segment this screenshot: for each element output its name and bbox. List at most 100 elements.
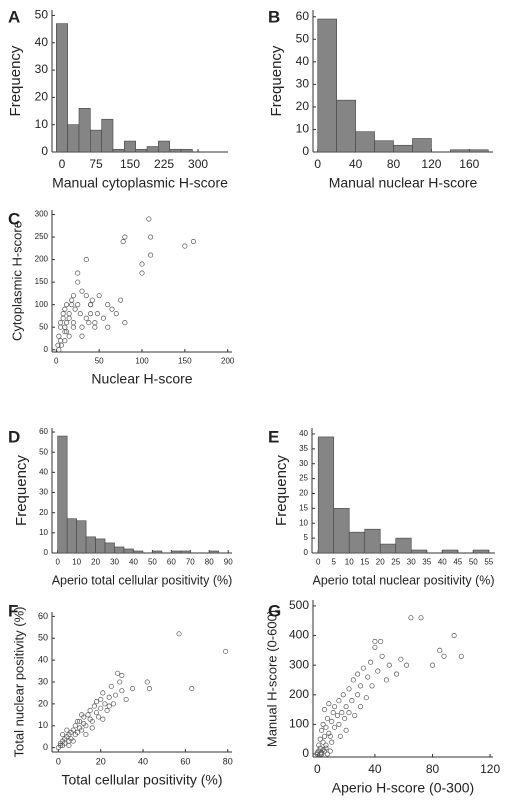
point bbox=[144, 679, 150, 685]
x-tick-label: 15 bbox=[360, 558, 369, 567]
bar bbox=[410, 549, 428, 554]
y-tick-label: 10 bbox=[299, 518, 308, 527]
bar bbox=[90, 129, 102, 153]
y-tick-label: 0 bbox=[302, 144, 309, 158]
point bbox=[346, 710, 352, 716]
point bbox=[352, 712, 358, 719]
point bbox=[77, 311, 83, 317]
bar bbox=[379, 543, 397, 554]
x-axis-label: Manual cytoplasmic H-score bbox=[52, 175, 228, 191]
y-tick-label: 200 bbox=[35, 255, 49, 264]
bar bbox=[104, 542, 115, 554]
point bbox=[74, 729, 80, 735]
point bbox=[327, 733, 333, 739]
x-tick-label: 45 bbox=[453, 558, 462, 567]
x-tick-label: 80 bbox=[387, 157, 401, 171]
bar bbox=[124, 140, 136, 153]
point bbox=[319, 727, 325, 733]
y-tick-label: 25 bbox=[299, 474, 308, 483]
x-tick-label: 100 bbox=[135, 357, 149, 366]
y-tick-label: 200 bbox=[289, 687, 309, 701]
point bbox=[105, 302, 111, 308]
point bbox=[83, 293, 89, 299]
point bbox=[375, 668, 381, 674]
point bbox=[75, 270, 81, 276]
point bbox=[119, 672, 125, 678]
point bbox=[70, 738, 76, 744]
y-tick-label: 30 bbox=[39, 488, 48, 497]
x-tick-label: 30 bbox=[110, 558, 119, 567]
point bbox=[69, 302, 75, 308]
x-tick-label: 0 bbox=[314, 157, 321, 171]
x-tick-label: 50 bbox=[469, 558, 478, 567]
x-tick-label: 60 bbox=[180, 757, 190, 767]
y-tick-label: 60 bbox=[38, 611, 48, 621]
point bbox=[437, 647, 443, 653]
y-tick-label: 50 bbox=[38, 633, 48, 643]
x-axis-label: Aperio total nuclear positivity (%) bbox=[312, 573, 494, 587]
point bbox=[79, 712, 85, 718]
x-tick-label: 225 bbox=[154, 157, 174, 171]
point bbox=[94, 311, 100, 317]
y-tick-label: 300 bbox=[35, 210, 49, 219]
bar bbox=[56, 23, 68, 153]
point bbox=[91, 703, 97, 709]
point bbox=[332, 704, 338, 710]
x-tick-label: 60 bbox=[167, 558, 176, 567]
x-tick-label: 150 bbox=[120, 157, 140, 171]
point bbox=[398, 656, 404, 662]
point bbox=[372, 638, 378, 645]
bar bbox=[171, 550, 182, 554]
point bbox=[120, 239, 126, 245]
point bbox=[327, 748, 333, 754]
x-axis-label: Aperio total cellular positivity (%) bbox=[52, 573, 233, 587]
point bbox=[336, 721, 342, 727]
point bbox=[441, 653, 447, 659]
point bbox=[139, 261, 145, 267]
point bbox=[319, 751, 325, 757]
y-axis-label: Total nuclear positivity (%) bbox=[11, 607, 26, 758]
point bbox=[337, 733, 343, 739]
point bbox=[70, 320, 76, 326]
point bbox=[320, 747, 326, 753]
point bbox=[106, 703, 112, 709]
point bbox=[87, 707, 93, 713]
point bbox=[343, 704, 349, 710]
bar bbox=[395, 537, 412, 554]
bar bbox=[208, 550, 220, 554]
point bbox=[386, 662, 392, 668]
point bbox=[119, 688, 125, 694]
y-tick-label: 50 bbox=[35, 8, 49, 22]
x-tick-label: 90 bbox=[224, 558, 233, 567]
x-tick-label: 0 bbox=[59, 157, 66, 171]
point bbox=[339, 710, 345, 716]
y-tick-label: 40 bbox=[38, 655, 48, 665]
point bbox=[88, 311, 94, 317]
point bbox=[316, 742, 322, 748]
bar bbox=[336, 99, 356, 153]
point bbox=[58, 338, 64, 344]
point bbox=[176, 631, 182, 637]
point bbox=[343, 727, 349, 733]
y-axis-label: Cytoplasmic H-score bbox=[9, 221, 24, 341]
y-tick-label: 50 bbox=[39, 322, 48, 331]
y-tick-label: 40 bbox=[39, 467, 48, 476]
point bbox=[64, 320, 70, 326]
x-tick-label: 5 bbox=[331, 558, 336, 567]
point bbox=[58, 342, 64, 348]
bar bbox=[114, 546, 125, 554]
x-axis-label: Manual nuclear H-score bbox=[329, 175, 478, 191]
bar bbox=[169, 148, 182, 153]
point bbox=[58, 324, 64, 330]
point bbox=[321, 748, 328, 754]
point bbox=[56, 333, 62, 339]
point bbox=[113, 311, 119, 317]
point bbox=[379, 653, 385, 659]
bar bbox=[146, 146, 159, 153]
point bbox=[64, 329, 70, 335]
y-tick-label: 50 bbox=[296, 31, 310, 45]
point bbox=[62, 740, 68, 746]
bar bbox=[123, 548, 134, 554]
point bbox=[60, 315, 66, 321]
